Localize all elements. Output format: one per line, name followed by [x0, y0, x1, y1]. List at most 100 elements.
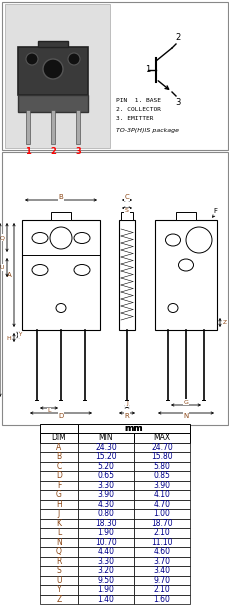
Bar	[51, 110, 55, 144]
Circle shape	[68, 53, 80, 65]
Text: U: U	[0, 265, 4, 270]
Bar	[40, 452, 78, 462]
Text: 10.70: 10.70	[95, 538, 116, 547]
Bar	[76, 110, 80, 144]
Bar	[134, 547, 189, 556]
Text: B: B	[58, 194, 63, 200]
Text: MAX: MAX	[153, 433, 170, 442]
Bar	[78, 462, 134, 471]
Text: K: K	[56, 518, 61, 528]
Bar	[40, 585, 78, 595]
Text: PIN  1. BASE: PIN 1. BASE	[115, 98, 160, 103]
Text: 11.10: 11.10	[151, 538, 172, 547]
Bar	[51, 212, 71, 220]
Bar	[134, 462, 189, 471]
Bar	[40, 595, 78, 604]
Text: 3: 3	[174, 98, 180, 107]
Text: 3.90: 3.90	[153, 481, 170, 490]
Bar	[40, 537, 78, 547]
Text: F: F	[212, 208, 216, 214]
Text: A: A	[56, 443, 61, 452]
Bar	[40, 528, 78, 537]
Text: 4.40: 4.40	[97, 547, 114, 556]
Ellipse shape	[178, 259, 193, 271]
Bar	[78, 481, 134, 490]
Ellipse shape	[56, 304, 66, 312]
Bar	[40, 423, 78, 433]
Bar	[78, 452, 134, 462]
Bar	[78, 442, 134, 452]
Bar	[134, 528, 189, 537]
Bar	[38, 41, 68, 47]
Text: 2: 2	[175, 33, 180, 42]
Bar	[175, 212, 195, 220]
Text: H: H	[56, 500, 62, 509]
Text: 18.70: 18.70	[150, 518, 172, 528]
Bar	[134, 585, 189, 595]
Text: Q: Q	[56, 547, 62, 556]
Text: 3. EMITTER: 3. EMITTER	[115, 116, 153, 121]
Bar	[40, 575, 78, 585]
Text: B: B	[56, 452, 61, 461]
Bar	[78, 528, 134, 537]
Text: C: C	[56, 462, 61, 471]
Text: 9.70: 9.70	[153, 576, 170, 585]
Bar	[2, 152, 227, 425]
Bar	[18, 47, 88, 95]
Bar	[40, 547, 78, 556]
Bar	[40, 566, 78, 575]
Bar	[40, 500, 78, 509]
Text: 5.20: 5.20	[97, 462, 114, 471]
Text: 4.70: 4.70	[153, 500, 170, 509]
Bar	[78, 537, 134, 547]
Text: D: D	[56, 472, 62, 480]
Text: 4.60: 4.60	[153, 547, 170, 556]
Text: J: J	[58, 509, 60, 518]
Ellipse shape	[74, 265, 90, 276]
Bar	[40, 481, 78, 490]
Bar	[134, 509, 189, 518]
Bar	[134, 500, 189, 509]
Bar	[78, 575, 134, 585]
Text: L: L	[47, 409, 51, 414]
Text: 15.20: 15.20	[95, 452, 116, 461]
Text: 5.80: 5.80	[153, 462, 170, 471]
Bar	[78, 471, 134, 481]
Text: Z: Z	[56, 595, 61, 604]
Text: MIN: MIN	[98, 433, 113, 442]
Bar	[40, 442, 78, 452]
Bar	[78, 518, 134, 528]
Ellipse shape	[32, 265, 48, 276]
Bar	[78, 423, 189, 433]
Text: H: H	[7, 336, 11, 340]
Text: 2. COLLECTOR: 2. COLLECTOR	[115, 107, 160, 112]
Text: TO-3P(H)IS package: TO-3P(H)IS package	[115, 128, 178, 133]
Bar	[134, 518, 189, 528]
Text: 18.30: 18.30	[95, 518, 116, 528]
Text: F: F	[57, 481, 61, 490]
Bar	[134, 566, 189, 575]
Text: 1.90: 1.90	[97, 528, 114, 537]
Bar	[78, 595, 134, 604]
Bar	[40, 462, 78, 471]
Bar	[78, 585, 134, 595]
Text: U: U	[56, 576, 61, 585]
Bar	[154, 220, 216, 330]
Bar	[134, 490, 189, 500]
Bar	[118, 220, 134, 330]
Bar	[134, 471, 189, 481]
Text: G: G	[183, 400, 188, 404]
Bar	[78, 547, 134, 556]
Bar	[40, 518, 78, 528]
Text: 3: 3	[75, 147, 81, 156]
Bar	[5, 4, 109, 148]
Bar	[134, 452, 189, 462]
Ellipse shape	[167, 304, 177, 312]
Text: S: S	[125, 209, 128, 213]
Text: R: R	[124, 413, 129, 419]
Bar	[78, 509, 134, 518]
Bar	[78, 433, 134, 442]
Text: 2.10: 2.10	[153, 528, 170, 537]
Bar	[134, 481, 189, 490]
Text: 3.70: 3.70	[153, 557, 170, 565]
